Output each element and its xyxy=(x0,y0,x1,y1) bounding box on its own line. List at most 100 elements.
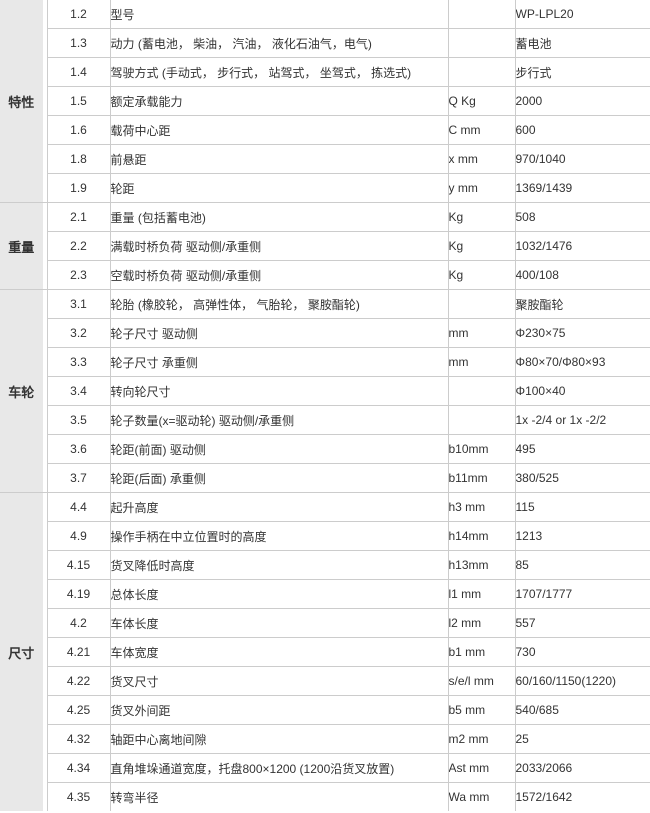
value-cell: 115 xyxy=(514,492,650,522)
unit-cell: b10mm xyxy=(447,434,516,464)
unit-cell: Wa mm xyxy=(447,782,516,812)
row-number-cell: 4.9 xyxy=(46,521,111,551)
value-cell: 2000 xyxy=(514,86,650,116)
row-number-cell: 3.2 xyxy=(46,318,111,348)
value-cell: 1707/1777 xyxy=(514,579,650,609)
table-row: 1.6 载荷中心距 C mm 600 xyxy=(0,115,650,145)
row-number-cell: 2.3 xyxy=(46,260,111,290)
unit-cell: mm xyxy=(447,347,516,377)
value-cell: 540/685 xyxy=(514,695,650,725)
description-cell: 轮距(前面) 驱动侧 xyxy=(109,434,449,464)
table-row: 4.21 车体宽度 b1 mm 730 xyxy=(0,637,650,667)
table-row: 1.4 驾驶方式 (手动式， 步行式， 站驾式， 坐驾式， 拣选式) 步行式 xyxy=(0,57,650,87)
value-cell: 508 xyxy=(514,202,650,232)
unit-cell xyxy=(447,405,516,435)
description-cell: 满载时桥负荷 驱动侧/承重侧 xyxy=(109,231,449,261)
row-number-cell: 2.2 xyxy=(46,231,111,261)
row-number-cell: 4.22 xyxy=(46,666,111,696)
category-label: 特性 xyxy=(8,94,35,110)
row-number-cell: 2.1 xyxy=(46,202,111,232)
row-number-cell: 1.9 xyxy=(46,173,111,203)
table-row: 4.15 货叉降低时高度 h13mm 85 xyxy=(0,550,650,580)
row-number-cell: 3.1 xyxy=(46,289,111,319)
row-number-cell: 3.5 xyxy=(46,405,111,435)
unit-cell: Q Kg xyxy=(447,86,516,116)
category-fill: 重量 xyxy=(1,203,43,289)
unit-cell: h14mm xyxy=(447,521,516,551)
value-cell: 1572/1642 xyxy=(514,782,650,812)
row-number-cell: 1.6 xyxy=(46,115,111,145)
row-number-cell: 3.4 xyxy=(46,376,111,406)
description-cell: 轮子尺寸 驱动侧 xyxy=(109,318,449,348)
row-number-cell: 1.2 xyxy=(46,0,111,29)
unit-cell xyxy=(447,57,516,87)
value-cell: Φ80×70/Φ80×93 xyxy=(514,347,650,377)
description-cell: 车体宽度 xyxy=(109,637,449,667)
unit-cell: Kg xyxy=(447,202,516,232)
value-cell: 600 xyxy=(514,115,650,145)
unit-cell: l2 mm xyxy=(447,608,516,638)
unit-cell: b11mm xyxy=(447,463,516,493)
description-cell: 型号 xyxy=(109,0,449,29)
value-cell: 970/1040 xyxy=(514,144,650,174)
description-cell: 起升高度 xyxy=(109,492,449,522)
row-number-cell: 4.25 xyxy=(46,695,111,725)
description-cell: 额定承载能力 xyxy=(109,86,449,116)
table-row: 1.5 额定承载能力 Q Kg 2000 xyxy=(0,86,650,116)
table-row: 4.25 货叉外间距 b5 mm 540/685 xyxy=(0,695,650,725)
description-cell: 货叉尺寸 xyxy=(109,666,449,696)
table-row: 尺寸 4.4 起升高度 h3 mm 115 xyxy=(0,492,650,812)
description-cell: 空载时桥负荷 驱动侧/承重侧 xyxy=(109,260,449,290)
value-cell: 25 xyxy=(514,724,650,754)
description-cell: 轮胎 (橡胶轮， 高弹性体， 气胎轮， 聚胺酯轮) xyxy=(109,289,449,319)
unit-cell: mm xyxy=(447,318,516,348)
description-cell: 货叉外间距 xyxy=(109,695,449,725)
value-cell: 1369/1439 xyxy=(514,173,650,203)
table-row: 4.32 轴距中心离地间隙 m2 mm 25 xyxy=(0,724,650,754)
description-cell: 轮距 xyxy=(109,173,449,203)
category-fill: 车轮 xyxy=(1,290,43,492)
unit-cell: Kg xyxy=(447,231,516,261)
category-cell: 特性 xyxy=(0,0,48,203)
description-cell: 载荷中心距 xyxy=(109,115,449,145)
description-cell: 前悬距 xyxy=(109,144,449,174)
row-number-cell: 4.15 xyxy=(46,550,111,580)
value-cell: 495 xyxy=(514,434,650,464)
description-cell: 轮子数量(x=驱动轮) 驱动侧/承重侧 xyxy=(109,405,449,435)
value-cell: 聚胺酯轮 xyxy=(514,289,650,319)
unit-cell: Ast mm xyxy=(447,753,516,783)
description-cell: 操作手柄在中立位置时的高度 xyxy=(109,521,449,551)
row-number-cell: 4.2 xyxy=(46,608,111,638)
table-row: 4.34 直角堆垛通道宽度，托盘800×1200 (1200沿货叉放置) Ast m… xyxy=(0,753,650,783)
description-cell: 轮距(后面) 承重侧 xyxy=(109,463,449,493)
unit-cell: m2 mm xyxy=(447,724,516,754)
table-row: 2.3 空载时桥负荷 驱动侧/承重侧 Kg 400/108 xyxy=(0,260,650,290)
description-cell: 车体长度 xyxy=(109,608,449,638)
table-row: 4.9 操作手柄在中立位置时的高度 h14mm 1213 xyxy=(0,521,650,551)
table-row: 4.19 总体长度 l1 mm 1707/1777 xyxy=(0,579,650,609)
table-row: 3.3 轮子尺寸 承重侧 mm Φ80×70/Φ80×93 xyxy=(0,347,650,377)
unit-cell: l1 mm xyxy=(447,579,516,609)
description-cell: 转弯半径 xyxy=(109,782,449,812)
description-cell: 重量 (包括蓄电池) xyxy=(109,202,449,232)
description-cell: 驾驶方式 (手动式， 步行式， 站驾式， 坐驾式， 拣选式) xyxy=(109,57,449,87)
value-cell: 380/525 xyxy=(514,463,650,493)
value-cell: 蓄电池 xyxy=(514,28,650,58)
unit-cell: h13mm xyxy=(447,550,516,580)
value-cell: 步行式 xyxy=(514,57,650,87)
row-number-cell: 3.7 xyxy=(46,463,111,493)
value-cell: 1032/1476 xyxy=(514,231,650,261)
row-number-cell: 1.4 xyxy=(46,57,111,87)
value-cell: 2033/2066 xyxy=(514,753,650,783)
row-number-cell: 3.6 xyxy=(46,434,111,464)
unit-cell xyxy=(447,289,516,319)
table-row: 4.35 转弯半径 Wa mm 1572/1642 xyxy=(0,782,650,812)
category-label: 车轮 xyxy=(8,384,35,400)
unit-cell: x mm xyxy=(447,144,516,174)
unit-cell xyxy=(447,28,516,58)
description-cell: 轴距中心离地间隙 xyxy=(109,724,449,754)
category-label: 重量 xyxy=(8,239,35,255)
row-number-cell: 4.21 xyxy=(46,637,111,667)
